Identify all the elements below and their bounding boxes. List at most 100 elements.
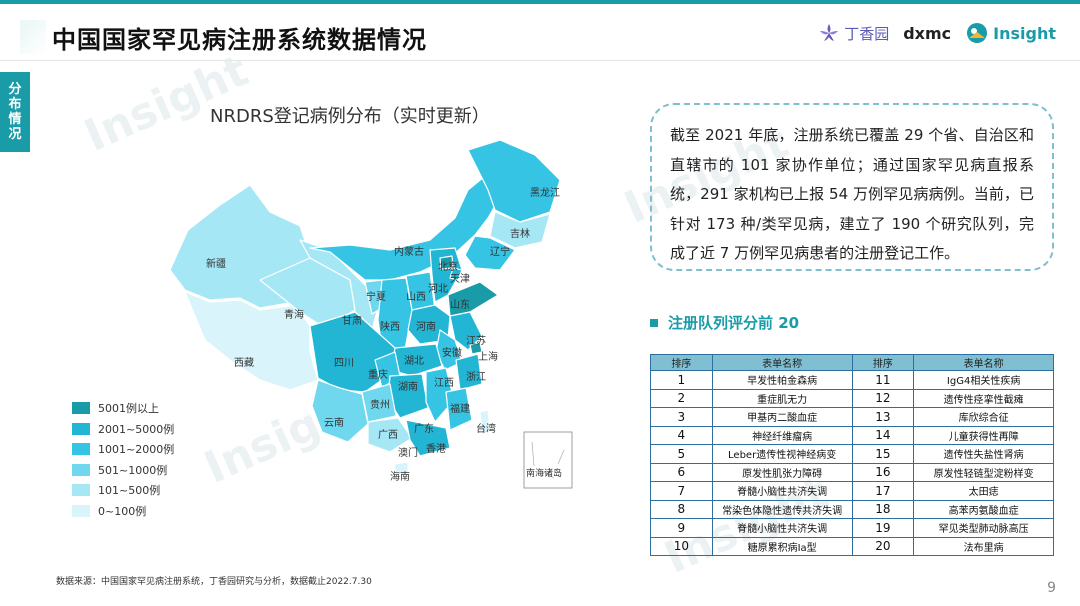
square-bullet-icon [650, 318, 658, 327]
map-region-hainan [393, 461, 409, 476]
table-row: 6 原发性肌张力障碍 16 原发性轻链型淀粉样变 [650, 462, 1054, 482]
rank-cell: 11 [851, 370, 915, 390]
map-label-xianggang: 香港 [426, 443, 446, 455]
map-label-guizhou: 贵州 [370, 398, 390, 411]
rank-cell: 6 [650, 462, 713, 482]
legend-label: 5001例以上 [98, 402, 159, 416]
section-tab-char: 况 [8, 127, 22, 142]
map-legend: 5001例以上 2001~5000例 1001~2000例 501~1000例 … [72, 398, 174, 521]
insight-logo-text: Insight [993, 23, 1056, 43]
map-region-zhejiang [455, 353, 483, 391]
table-row: 4 神经纤维瘤病 14 儿童获得性再障 [650, 425, 1054, 445]
rank-cell: 16 [851, 462, 915, 482]
name-cell: 库欣综合征 [913, 407, 1054, 427]
map-label-anhui: 安徽 [442, 346, 462, 359]
rank-cell: 9 [650, 518, 713, 538]
map-label-neimenggu: 内蒙古 [394, 245, 424, 258]
rank-cell: 19 [851, 518, 915, 538]
map-label-zhejiang: 浙江 [466, 371, 486, 383]
map-region-shandong [447, 281, 499, 317]
name-cell: 脊髓小脑性共济失调 [711, 518, 853, 538]
map-label-tianjin: 天津 [450, 273, 470, 285]
map-label-liaoning: 辽宁 [490, 245, 510, 258]
name-cell: 原发性轻链型淀粉样变 [913, 462, 1054, 482]
name-cell: Leber遗传性视神经病变 [711, 444, 853, 464]
map-label-shanghai: 上海 [478, 350, 498, 363]
legend-item: 101~500例 [72, 480, 174, 501]
name-cell: 糖原累积病Ia型 [711, 536, 853, 556]
table-header-row: 排序 表单名称 排序 表单名称 [650, 354, 1054, 371]
dxy-logo-text: 丁香园 [844, 24, 890, 43]
name-cell: 脊髓小脑性共济失调 [711, 481, 853, 501]
legend-swatch [72, 402, 90, 415]
table-row: 7 脊髓小脑性共济失调 17 太田痣 [650, 481, 1054, 501]
legend-item: 2001~5000例 [72, 419, 174, 440]
table-row: 9 脊髓小脑性共济失调 19 罕见类型肺动脉高压 [650, 518, 1054, 538]
name-cell: 甲基丙二酸血症 [711, 407, 853, 427]
rank-cell: 7 [650, 481, 713, 501]
name-cell: 常染色体隐性遗传共济失调 [711, 499, 853, 519]
legend-item: 501~1000例 [72, 460, 174, 481]
name-cell: 太田痣 [913, 481, 1054, 501]
table-row: 10 糖原累积病Ia型 20 法布里病 [650, 536, 1054, 556]
rank-cell: 18 [851, 499, 915, 519]
map-region-shanghai [469, 341, 483, 355]
rank-cell: 2 [650, 388, 713, 408]
map-label-guangxi: 广西 [378, 429, 398, 441]
table-row: 5 Leber遗传性视神经病变 15 遗传性失盐性肾病 [650, 444, 1054, 464]
summary-text: 截至 2021 年底，注册系统已覆盖 29 个省、自治区和直辖市的 101 家协… [670, 126, 1034, 262]
legend-swatch [72, 422, 90, 435]
map-title: NRDRS登记病例分布（实时更新） [210, 106, 490, 127]
ranking-heading: 注册队列评分前 20 [650, 312, 799, 333]
map-label-jiangsu: 江苏 [466, 334, 486, 347]
rank-cell: 17 [851, 481, 915, 501]
china-map: 黑龙江 吉林 辽宁 内蒙古 北京 天津 河北 山西 山东 新疆 西藏 青海 甘肃… [150, 130, 610, 500]
rank-cell: 13 [851, 407, 915, 427]
ranking-table: 排序 表单名称 排序 表单名称 1 早发性帕金森病 11 IgG4相关性疾病 2… [650, 354, 1054, 556]
map-label-beijing: 北京 [438, 260, 458, 273]
rank-cell: 10 [650, 536, 713, 556]
map-label-hunan: 湖南 [398, 380, 418, 393]
section-tab: 分 布 情 况 [0, 72, 30, 152]
legend-item: 1001~2000例 [72, 439, 174, 460]
map-label-shandong: 山东 [450, 298, 470, 311]
legend-label: 101~500例 [98, 484, 161, 498]
rank-cell: 20 [851, 536, 915, 556]
ranking-heading-text: 注册队列评分前 20 [668, 314, 800, 332]
map-inset-label: 南海诸岛 [526, 467, 562, 478]
map-label-taiwan: 台湾 [476, 422, 496, 435]
column-header-name: 表单名称 [913, 354, 1054, 371]
map-region-jiangxi [425, 367, 455, 423]
page-number: 9 [1047, 580, 1056, 596]
section-tab-char: 布 [8, 97, 22, 112]
rank-cell: 5 [650, 444, 713, 464]
map-label-aomen: 澳门 [398, 446, 418, 459]
map-region-guangdong [405, 419, 451, 457]
map-region-xizang [184, 291, 319, 391]
map-label-heilongjiang: 黑龙江 [530, 186, 560, 199]
legend-item: 0~100例 [72, 501, 174, 522]
map-region-heilongjiang [467, 139, 561, 223]
name-cell: 儿童获得性再障 [913, 425, 1054, 445]
title-accent [20, 20, 46, 54]
name-cell: 法布里病 [913, 536, 1054, 556]
map-label-gansu: 甘肃 [342, 314, 362, 327]
map-region-taiwan [479, 409, 491, 435]
name-cell: 高苯丙氨酸血症 [913, 499, 1054, 519]
summary-callout: 截至 2021 年底，注册系统已覆盖 29 个省、自治区和直辖市的 101 家协… [650, 103, 1054, 271]
map-label-sichuan: 四川 [334, 358, 354, 369]
map-label-xinjiang: 新疆 [206, 257, 226, 270]
column-header-rank: 排序 [851, 354, 915, 371]
legend-swatch [72, 463, 90, 476]
dxmc-logo: dxmc [903, 24, 951, 43]
legend-label: 1001~2000例 [98, 443, 175, 457]
name-cell: 神经纤维瘤病 [711, 425, 853, 445]
table-row: 2 重症肌无力 12 遗传性痉挛性截瘫 [650, 388, 1054, 408]
map-region-yunnan [311, 379, 369, 443]
source-note: 数据来源：中国国家罕见病注册系统，丁香园研究与分析，数据截止2022.7.30 [56, 577, 372, 587]
map-region-jilin [489, 211, 551, 249]
rank-cell: 1 [650, 370, 713, 390]
map-label-shanxi: 山西 [406, 291, 426, 303]
legend-label: 0~100例 [98, 504, 147, 518]
legend-item: 5001例以上 [72, 398, 174, 419]
